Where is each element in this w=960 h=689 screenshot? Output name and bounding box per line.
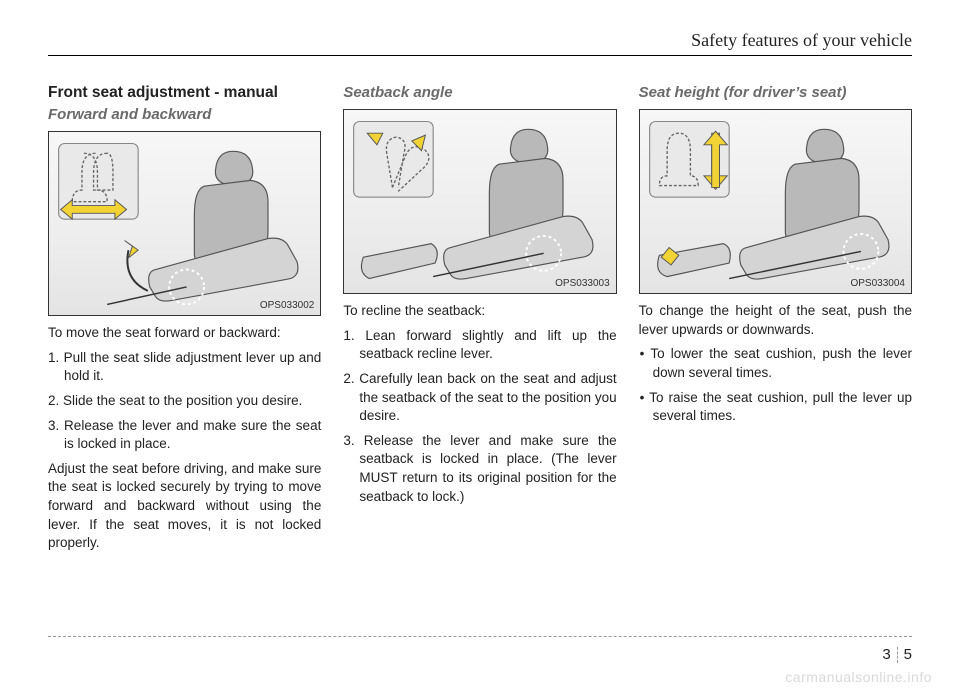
intro-text: To change the height of the seat, push t… bbox=[639, 302, 912, 339]
header-rule bbox=[48, 55, 912, 56]
step-2: 2. Slide the seat to the position you de… bbox=[48, 392, 321, 411]
footer-rule bbox=[48, 636, 912, 637]
figure-label: OPS033004 bbox=[850, 278, 905, 289]
step-2: 2. Carefully lean back on the seat and a… bbox=[343, 370, 616, 426]
page-number-section: 3 bbox=[882, 646, 890, 663]
step-3: 3. Release the lever and make sure the s… bbox=[343, 432, 616, 507]
section-heading-bold: Front seat adjustment - manual bbox=[48, 84, 321, 102]
intro-text: To move the seat forward or backward: bbox=[48, 324, 321, 343]
paragraph-after: Adjust the seat before driving, and make… bbox=[48, 460, 321, 553]
intro-text: To recline the seatback: bbox=[343, 302, 616, 321]
column-3: Seat height (for driver’s seat) bbox=[639, 84, 912, 559]
page-number: 3 5 bbox=[882, 646, 912, 663]
step-1: 1. Lean forward slightly and lift up the… bbox=[343, 327, 616, 364]
step-1: 1. Pull the seat slide adjustment lever … bbox=[48, 349, 321, 386]
section-heading-italic: Seat height (for driver’s seat) bbox=[639, 84, 912, 101]
figure-seat-height: OPS033004 bbox=[639, 109, 912, 294]
column-1: Front seat adjustment - manual Forward a… bbox=[48, 84, 321, 559]
watermark: carmanualsonline.info bbox=[785, 669, 932, 685]
step-3: 3. Release the lever and make sure the s… bbox=[48, 417, 321, 454]
figure-label: OPS033002 bbox=[260, 300, 315, 311]
figure-label: OPS033003 bbox=[555, 278, 610, 289]
page-number-page: 5 bbox=[904, 646, 912, 663]
bullet-1: • To lower the seat cushion, push the le… bbox=[639, 345, 912, 382]
section-heading-italic: Forward and backward bbox=[48, 106, 321, 123]
bullet-2: • To raise the seat cushion, pull the le… bbox=[639, 389, 912, 426]
figure-forward-backward: OPS033002 bbox=[48, 131, 321, 316]
chapter-title: Safety features of your vehicle bbox=[48, 30, 912, 51]
section-heading-italic: Seatback angle bbox=[343, 84, 616, 101]
figure-seatback-angle: OPS033003 bbox=[343, 109, 616, 294]
page-number-separator bbox=[897, 647, 898, 663]
column-2: Seatback angle OPS033003 bbox=[343, 84, 616, 559]
